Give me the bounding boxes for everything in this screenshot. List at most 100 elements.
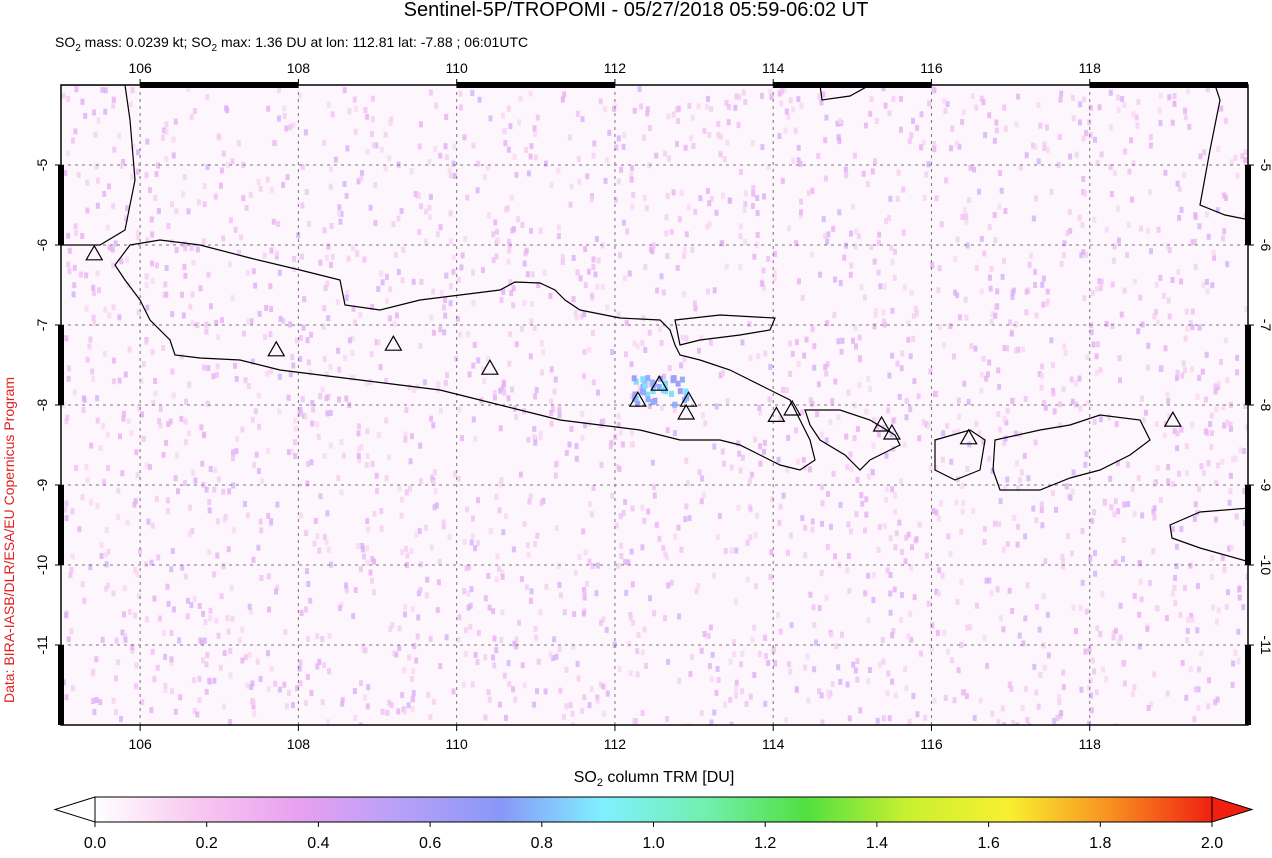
speckle <box>768 88 773 95</box>
speckle <box>1185 325 1190 332</box>
speckle <box>743 201 748 208</box>
speckle <box>907 138 912 145</box>
speckle <box>144 616 149 623</box>
speckle <box>305 673 310 680</box>
speckle <box>300 396 305 403</box>
speckle <box>896 169 901 176</box>
speckle <box>150 277 155 284</box>
speckle <box>452 173 457 179</box>
speckle <box>127 608 132 615</box>
speckle <box>878 283 883 290</box>
speckle <box>1009 685 1014 692</box>
speckle <box>576 156 581 163</box>
speckle <box>884 486 889 493</box>
speckle <box>104 527 109 533</box>
speckle <box>810 187 815 194</box>
speckle <box>538 609 543 616</box>
colorbar-tick-label: 1.8 <box>1089 835 1111 852</box>
speckle <box>1041 301 1046 308</box>
speckle <box>1179 426 1184 433</box>
speckle <box>882 321 887 328</box>
speckle <box>192 108 197 115</box>
speckle <box>1058 96 1063 103</box>
speckle <box>582 373 586 380</box>
speckle <box>1037 626 1042 633</box>
speckle <box>504 513 508 520</box>
speckle <box>891 627 896 634</box>
speckle <box>1210 555 1215 562</box>
speckle <box>155 262 159 269</box>
speckle <box>995 586 1000 593</box>
speckle <box>1116 508 1121 515</box>
speckle <box>833 378 838 385</box>
speckle <box>275 501 280 508</box>
speckle <box>992 212 997 218</box>
speckle <box>1002 345 1007 352</box>
speckle <box>635 648 640 655</box>
speckle <box>877 231 882 238</box>
speckle <box>328 364 333 371</box>
speckle <box>582 588 587 595</box>
speckle <box>239 234 244 241</box>
speckle <box>962 689 967 696</box>
speckle <box>596 389 600 396</box>
speckle <box>672 401 678 408</box>
speckle <box>869 244 874 251</box>
speckle <box>785 466 790 473</box>
speckle <box>493 219 498 226</box>
speckle <box>419 278 424 285</box>
speckle <box>1049 337 1054 344</box>
speckle <box>226 628 231 635</box>
speckle <box>959 528 964 535</box>
speckle <box>339 489 344 496</box>
speckle <box>1229 159 1234 166</box>
speckle <box>936 287 941 294</box>
speckle <box>532 701 537 708</box>
speckle <box>617 666 622 673</box>
speckle <box>1025 582 1030 589</box>
speckle <box>806 697 811 704</box>
speckle <box>1061 557 1066 564</box>
speckle <box>723 701 727 708</box>
speckle <box>1109 504 1114 511</box>
speckle <box>69 628 74 635</box>
speckle <box>799 198 804 205</box>
speckle <box>1158 120 1163 127</box>
speckle <box>865 181 870 188</box>
speckle <box>422 379 427 386</box>
speckle <box>724 263 729 270</box>
speckle <box>1137 643 1142 650</box>
speckle <box>596 257 601 264</box>
speckle <box>201 657 205 664</box>
speckle <box>690 114 695 121</box>
speckle <box>469 539 474 546</box>
speckle <box>647 381 652 388</box>
speckle <box>838 678 843 685</box>
speckle <box>107 244 112 251</box>
speckle <box>500 385 505 392</box>
speckle <box>397 485 402 492</box>
speckle <box>854 228 859 235</box>
label-part: column TRM [DU] <box>603 769 734 786</box>
speckle <box>900 592 904 598</box>
speckle <box>580 411 585 417</box>
speckle <box>483 595 488 602</box>
speckle <box>887 214 891 221</box>
speckle <box>1167 313 1172 320</box>
speckle <box>417 528 422 535</box>
speckle <box>252 710 257 717</box>
speckle <box>329 223 334 229</box>
speckle <box>633 378 639 385</box>
speckle <box>1000 273 1005 280</box>
speckle <box>928 368 933 375</box>
speckle <box>982 526 987 532</box>
speckle <box>254 451 259 458</box>
speckle <box>335 299 340 306</box>
speckle <box>535 114 540 121</box>
speckle <box>155 664 160 671</box>
speckle <box>784 717 789 724</box>
speckle <box>202 183 207 190</box>
speckle <box>165 497 170 504</box>
speckle <box>383 165 388 172</box>
speckle <box>578 275 583 282</box>
